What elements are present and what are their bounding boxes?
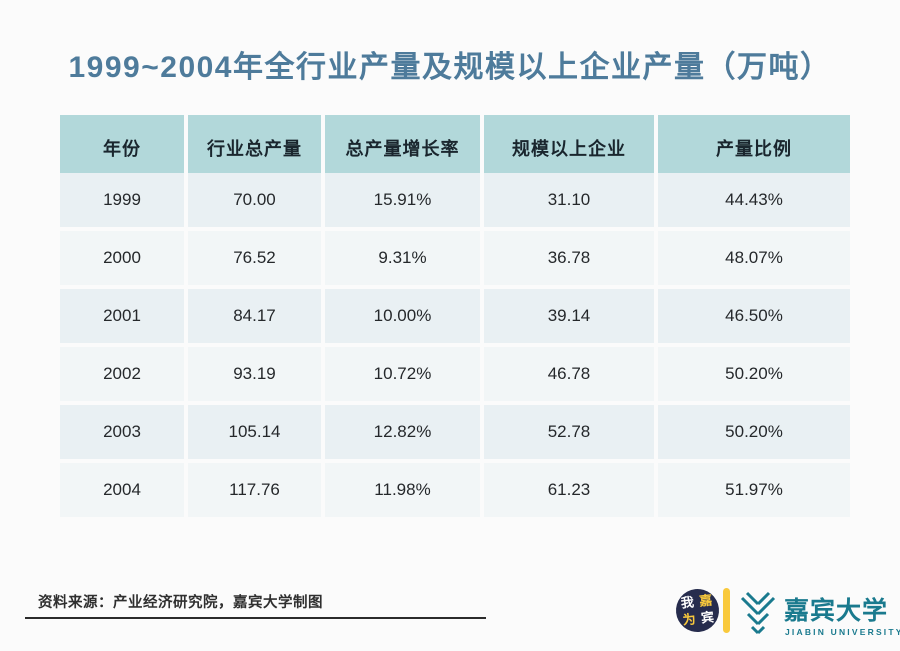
page-title: 1999~2004年全行业产量及规模以上企业产量（万吨） (68, 51, 832, 84)
seal-char: 我 (680, 594, 695, 611)
source-note: 资料来源：产业经济研究院，嘉宾大学制图 (38, 595, 323, 611)
table-cell: 11.98% (325, 463, 480, 517)
column-header-above-scale: 规模以上企业 (484, 115, 654, 180)
table-cell: 44.43% (658, 173, 850, 227)
table-cell: 1999 (60, 173, 184, 227)
table-cell: 52.78 (484, 405, 654, 459)
seal-char: 宾 (700, 609, 715, 626)
table-cell: 50.20% (658, 405, 850, 459)
table-cell: 2003 (60, 405, 184, 459)
production-table: 年份 行业总产量 总产量增长率 规模以上企业 产量比例 1999 70.00 1… (60, 115, 850, 517)
table-cell: 93.19 (188, 347, 321, 401)
table-cell: 76.52 (188, 231, 321, 285)
table-cell: 2002 (60, 347, 184, 401)
university-name-en: JIABIN UNIVERSITY (785, 627, 900, 637)
table-cell: 48.07% (658, 231, 850, 285)
table-cell: 61.23 (484, 463, 654, 517)
table-cell: 36.78 (484, 231, 654, 285)
table-cell: 46.78 (484, 347, 654, 401)
table-cell: 117.76 (188, 463, 321, 517)
table-cell: 2004 (60, 463, 184, 517)
seal-char: 为 (681, 611, 697, 628)
table-cell: 31.10 (484, 173, 654, 227)
divider-line (25, 617, 486, 619)
seal-char: 嘉 (698, 592, 713, 609)
table-cell: 105.14 (188, 405, 321, 459)
column-header-growth-rate: 总产量增长率 (325, 115, 480, 180)
column-header-year: 年份 (60, 115, 184, 180)
column-header-total-output: 行业总产量 (188, 115, 321, 180)
table-cell: 50.20% (658, 347, 850, 401)
table-cell: 10.00% (325, 289, 480, 343)
table-cell: 70.00 (188, 173, 321, 227)
university-tree-icon (740, 591, 776, 635)
separator-bar (723, 588, 730, 633)
table-cell: 12.82% (325, 405, 480, 459)
university-name-cn: 嘉宾大学 (784, 597, 889, 625)
table-cell: 9.31% (325, 231, 480, 285)
table-cell: 2000 (60, 231, 184, 285)
table-cell: 84.17 (188, 289, 321, 343)
table-cell: 10.72% (325, 347, 480, 401)
table-cell: 46.50% (658, 289, 850, 343)
column-header-ratio: 产量比例 (658, 115, 850, 180)
table-cell: 2001 (60, 289, 184, 343)
table-cell: 15.91% (325, 173, 480, 227)
table-cell: 39.14 (484, 289, 654, 343)
table-cell: 51.97% (658, 463, 850, 517)
seal-badge-logo: 我 嘉 为 宾 (673, 586, 722, 635)
